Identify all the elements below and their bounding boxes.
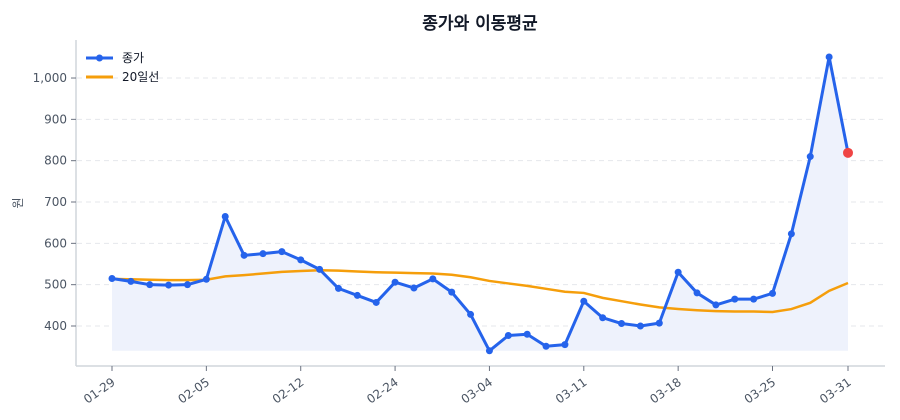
y-tick-label: 600 [44,236,67,250]
close-point [183,281,191,289]
close-point [618,320,626,328]
x-tick-label: 03-11 [553,375,590,406]
close-point [636,322,644,330]
y-ticks: 400 500 600 700 800 900 1,000 [33,71,76,333]
close-point [353,291,361,299]
close-point [372,298,380,306]
close-point [316,265,324,273]
close-point [240,251,248,259]
x-tick-label: 03-25 [742,375,779,406]
y-tick-label: 1,000 [33,71,67,85]
close-point [712,301,720,309]
series-layer [108,53,853,355]
ma20-line [111,268,849,314]
close-point [787,230,795,238]
y-tick-label: 500 [44,278,67,292]
close-point [485,347,493,355]
close-point [523,330,531,338]
close-point [391,278,399,286]
close-point [165,281,173,289]
x-tick-label: 02-12 [270,375,307,406]
chart-title: 종가와 이동평균 [422,14,538,34]
close-point [580,297,588,305]
x-tick-label: 02-24 [364,375,401,406]
close-last-point [843,147,853,158]
legend-label-close: 종가 [122,51,144,65]
legend: 종가 20일선 [86,51,159,84]
close-point [448,288,456,296]
close-point [731,295,739,303]
close-point [146,281,154,289]
close-point [750,295,758,303]
close-point [674,268,682,276]
close-point [655,319,663,327]
x-tick-label: 03-31 [817,375,854,406]
y-tick-label: 800 [44,154,67,168]
x-tick-label: 01-29 [81,375,118,406]
close-point [693,289,701,297]
y-axis-label: 원 [11,197,25,208]
y-tick-label: 400 [44,319,67,333]
close-point [769,289,777,297]
close-point [410,284,418,292]
close-point [504,332,512,340]
legend-marker-close [96,54,103,62]
x-tick-label: 02-05 [175,375,212,406]
close-line [111,55,850,353]
close-point [259,250,267,258]
close-point [202,275,210,283]
close-point [561,341,569,349]
x-tick-label: 03-18 [647,375,684,406]
close-point [429,275,437,283]
y-tick-label: 700 [44,195,67,209]
close-point [825,53,833,61]
close-point [806,153,814,161]
x-ticks: 01-29 02-05 02-12 02-24 03-04 03-11 03-18 03-25… [81,366,854,406]
close-point [127,277,135,285]
close-point [467,310,475,318]
y-tick-label: 900 [44,112,67,126]
close-point [221,212,229,220]
close-point [542,342,550,350]
close-point [108,274,116,282]
close-point [297,256,305,264]
x-tick-label: 03-04 [459,375,496,406]
legend-label-ma20: 20일선 [122,70,159,84]
close-area-fill [112,56,848,351]
close-point [334,284,342,292]
close-point [599,314,607,322]
close-point [278,248,286,256]
